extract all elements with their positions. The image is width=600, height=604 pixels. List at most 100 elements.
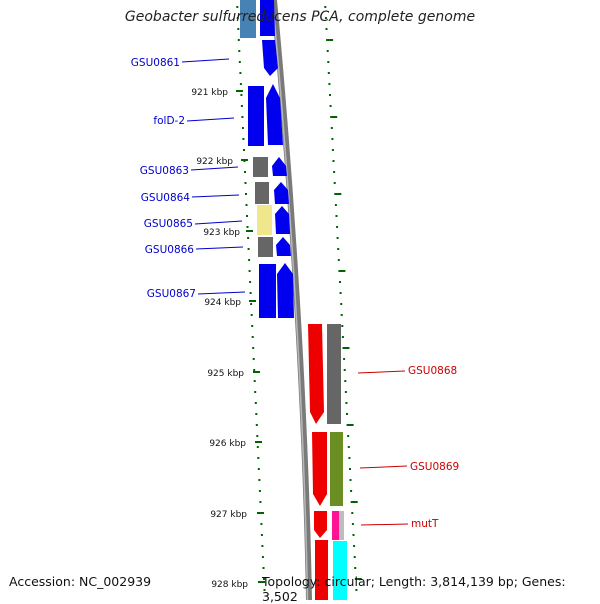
cog-track-dot	[324, 17, 327, 19]
cog-gsu0867	[259, 264, 276, 318]
cog-track-dot	[345, 402, 348, 404]
cog-track-dot	[350, 501, 358, 503]
cog-track-dot	[340, 303, 343, 305]
cog-track-dot	[349, 479, 352, 481]
cog-track-dot	[326, 39, 334, 41]
ruler-dot	[258, 479, 261, 481]
cog-track-dot	[329, 94, 331, 96]
gene-label-mutt: mutT	[411, 518, 439, 530]
cog-track-dot	[344, 391, 347, 393]
map-title: Geobacter sulfurreducens PCA, complete g…	[124, 9, 476, 25]
genome-backbone-highlight	[271, 0, 309, 600]
ruler-dot	[260, 534, 263, 536]
cog-track-dot	[339, 281, 341, 283]
cog-top-steelblue	[240, 0, 256, 38]
cog-track-dot	[340, 314, 343, 316]
tick-label: 924 kbp	[204, 298, 241, 308]
ruler-dot	[261, 556, 264, 558]
cds-gsu0865	[275, 206, 290, 234]
ruler-dot	[251, 325, 254, 327]
ruler-dot	[253, 380, 256, 382]
cog-track-dot	[329, 105, 332, 107]
ruler-dot	[246, 226, 249, 228]
cog-track-dot	[338, 270, 346, 272]
cog-track-dot	[335, 215, 338, 217]
cog-track-dot	[326, 50, 329, 52]
cog-track-dot	[343, 358, 346, 360]
cds-gsu0861	[262, 40, 278, 76]
ruler-dot	[241, 116, 244, 118]
ruler-dot	[242, 138, 245, 140]
ruler-dot	[252, 347, 255, 349]
ruler-dot	[251, 336, 254, 338]
cog-track-dot	[331, 149, 334, 151]
label-leader-gsu0867	[197, 291, 246, 295]
cog-bottom-cyan	[333, 541, 347, 600]
reverse-cog-track	[327, 324, 347, 600]
forward-cds-track	[260, 0, 294, 318]
cog-track-dot	[336, 226, 339, 228]
ruler-dot	[250, 303, 253, 305]
cds-fold-2	[266, 84, 283, 145]
cog-mutt-gray	[339, 511, 344, 540]
cog-track-dot	[339, 292, 342, 294]
label-leader-gsu0869	[359, 465, 408, 469]
cog-track-dot	[337, 248, 340, 250]
ruler-dot	[244, 182, 247, 184]
ruler-dot	[263, 578, 265, 580]
cog-track-dot	[354, 578, 362, 580]
ruler-dot	[250, 314, 253, 316]
ruler-dot	[262, 567, 265, 569]
ruler-dot	[257, 468, 260, 470]
cog-track-dot	[341, 336, 344, 338]
gene-label-gsu0865: GSU0865	[144, 218, 193, 230]
cog-track-dot	[344, 380, 347, 382]
cog-track-dot	[332, 160, 335, 162]
tick-label: 925 kbp	[207, 369, 244, 379]
ruler-dot	[252, 358, 255, 360]
gene-label-fold-2: folD-2	[153, 115, 185, 127]
ruler-dot	[240, 94, 243, 96]
ruler-dot	[249, 281, 252, 283]
label-leader-fold-2	[186, 117, 235, 122]
cog-track-dot	[341, 325, 344, 327]
tick-label: 926 kbp	[209, 439, 246, 449]
cog-track-dot	[334, 204, 337, 206]
ruler-dot	[236, 17, 239, 19]
ruler-dot	[244, 171, 246, 173]
cds-gsu0866	[276, 237, 291, 256]
cog-track-dot	[328, 83, 331, 85]
cog-track-dot	[349, 468, 351, 470]
cds-gsu0868	[308, 324, 324, 424]
ruler-dot	[254, 391, 257, 393]
ruler-dot	[245, 193, 247, 195]
cog-track-dot	[327, 72, 330, 74]
label-leader-gsu0865	[194, 220, 243, 225]
label-leader-gsu0868	[357, 370, 406, 374]
ruler-dot	[255, 413, 258, 415]
cog-track-dot	[330, 127, 333, 129]
label-leader-gsu0864	[191, 194, 240, 198]
cog-track-dot	[346, 413, 348, 415]
ruler-dot	[238, 61, 241, 63]
ruler-dot	[263, 589, 266, 591]
cog-track-dot	[327, 61, 330, 63]
ruler-dot	[256, 435, 259, 437]
tick-label: 921 kbp	[191, 88, 228, 98]
cog-gsu0868	[327, 324, 341, 424]
tick-label: 928 kbp	[211, 580, 248, 590]
kbp-ticks: 921 kbp 922 kbp 923 kbp 924 kbp 925 kbp …	[191, 88, 265, 590]
gene-label-gsu0861: GSU0861	[131, 57, 180, 69]
ruler-dot	[256, 446, 259, 448]
cog-track-dot	[350, 490, 353, 492]
tick-label: 923 kbp	[203, 228, 240, 238]
tick-label: 922 kbp	[196, 157, 233, 167]
cds-gsu0863	[272, 157, 287, 176]
cog-track-dot	[347, 446, 350, 448]
cog-track-dot	[351, 512, 354, 514]
cds-gsu0864	[274, 182, 289, 204]
cds-mutt	[314, 511, 327, 538]
ruler-dot	[248, 270, 251, 272]
cog-track-dot	[330, 116, 338, 118]
cog-track-dot	[347, 435, 350, 437]
